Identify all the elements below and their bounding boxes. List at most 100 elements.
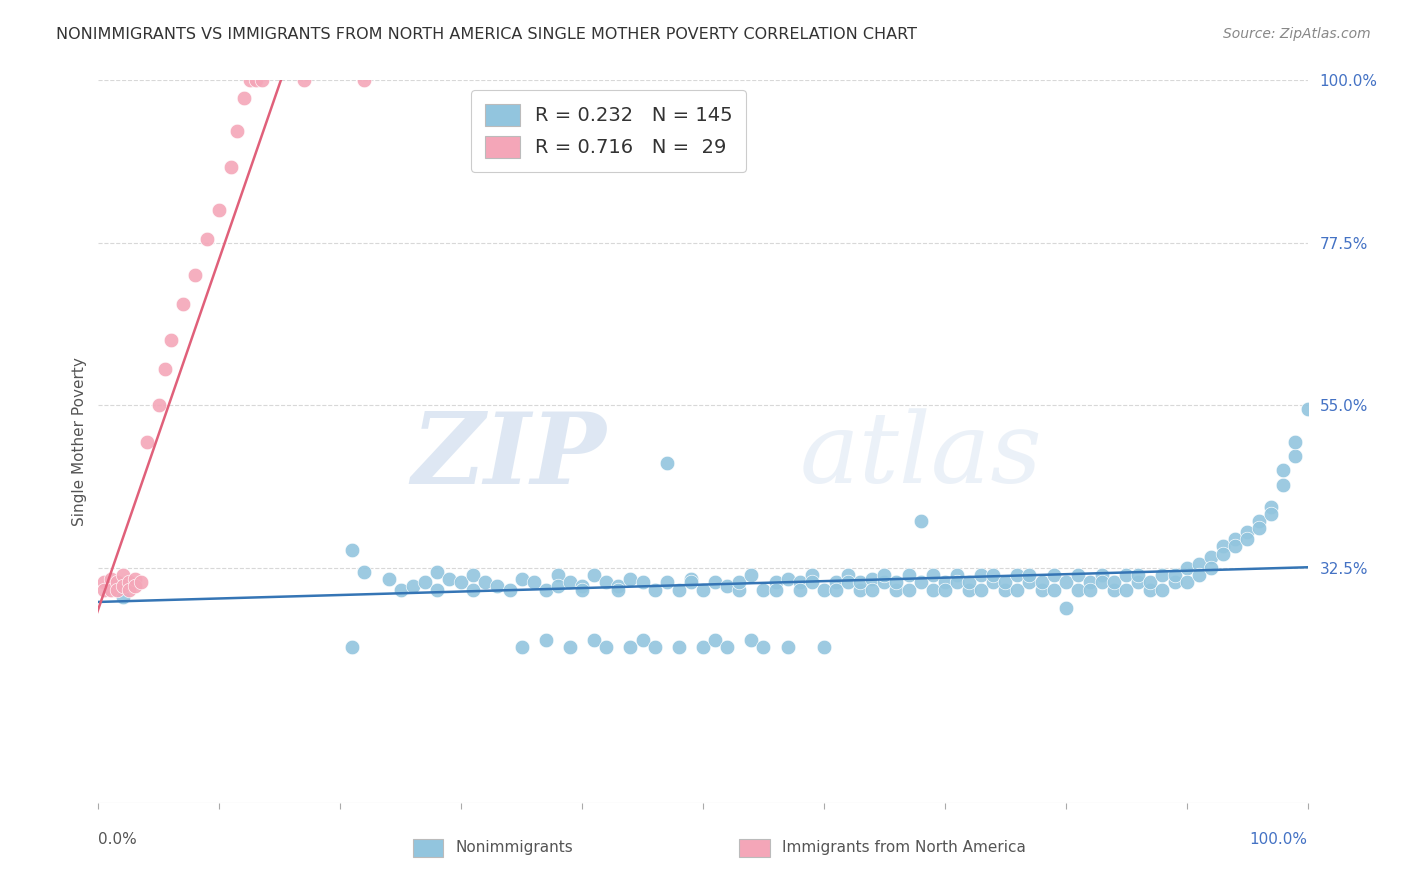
Point: [124, 572, 146, 586]
Point: [789, 575, 811, 590]
Point: [292, 73, 315, 87]
Point: [813, 640, 835, 655]
Point: [1067, 568, 1090, 582]
Point: [934, 582, 956, 597]
Point: [655, 575, 678, 590]
Point: [668, 640, 690, 655]
Point: [195, 232, 218, 246]
Point: [849, 575, 872, 590]
Point: [1031, 575, 1053, 590]
Point: [1067, 582, 1090, 597]
Point: [111, 579, 134, 593]
Point: [692, 582, 714, 597]
Point: [1018, 568, 1040, 582]
Point: [886, 575, 908, 590]
Point: [813, 582, 835, 597]
Point: [607, 579, 630, 593]
Point: [1139, 575, 1161, 590]
Point: [232, 91, 254, 105]
Point: [860, 582, 883, 597]
Point: [679, 572, 702, 586]
Point: [413, 575, 436, 590]
Text: ZIP: ZIP: [412, 408, 606, 504]
Point: [547, 568, 569, 582]
Point: [1115, 568, 1137, 582]
Point: [873, 575, 896, 590]
Point: [571, 582, 593, 597]
Point: [523, 575, 546, 590]
Text: Nonimmigrants: Nonimmigrants: [456, 840, 572, 855]
Point: [1175, 575, 1198, 590]
Point: [583, 568, 606, 582]
Point: [860, 572, 883, 586]
Text: Immigrants from North America: Immigrants from North America: [782, 840, 1025, 855]
Point: [1236, 532, 1258, 546]
Point: [118, 575, 141, 590]
Point: [226, 124, 249, 138]
Point: [353, 565, 375, 579]
Point: [994, 575, 1017, 590]
Point: [800, 568, 823, 582]
Point: [897, 568, 920, 582]
Point: [221, 160, 243, 174]
Point: [1188, 568, 1211, 582]
Point: [1091, 568, 1114, 582]
Point: [463, 568, 485, 582]
Point: [571, 579, 593, 593]
Point: [631, 575, 654, 590]
Point: [752, 582, 775, 597]
Point: [668, 582, 690, 597]
Point: [910, 575, 932, 590]
Point: [1284, 434, 1306, 449]
Point: [740, 568, 762, 582]
Point: [886, 582, 908, 597]
Point: [1199, 550, 1222, 565]
Point: [704, 575, 727, 590]
Point: [934, 575, 956, 590]
Point: [583, 633, 606, 648]
Point: [1115, 582, 1137, 597]
Point: [946, 568, 969, 582]
Point: [957, 575, 980, 590]
Point: [957, 582, 980, 597]
Point: [740, 633, 762, 648]
Point: [558, 640, 581, 655]
Point: [111, 568, 134, 582]
Point: [1078, 575, 1101, 590]
Point: [897, 582, 920, 597]
Point: [981, 575, 1004, 590]
Point: [1152, 582, 1174, 597]
Point: [1223, 539, 1246, 553]
Point: [1128, 568, 1150, 582]
Point: [1102, 582, 1125, 597]
Point: [402, 579, 425, 593]
Point: [118, 582, 141, 597]
Point: [208, 203, 231, 218]
Point: [510, 640, 533, 655]
Point: [377, 572, 399, 586]
Point: [1284, 449, 1306, 463]
Point: [547, 579, 569, 593]
Point: [921, 582, 943, 597]
Point: [239, 73, 262, 87]
Point: [245, 73, 267, 87]
Point: [1188, 558, 1211, 572]
Point: [607, 582, 630, 597]
Point: [910, 514, 932, 528]
Point: [184, 268, 207, 283]
Point: [595, 640, 617, 655]
Point: [105, 575, 128, 590]
Point: [800, 575, 823, 590]
Point: [534, 582, 557, 597]
Point: [1163, 575, 1185, 590]
Point: [1054, 575, 1077, 590]
Point: [1260, 500, 1282, 514]
Point: [124, 579, 146, 593]
Point: [765, 575, 787, 590]
Point: [765, 582, 787, 597]
Point: [1212, 539, 1234, 553]
Point: [426, 565, 449, 579]
Legend: R = 0.232   N = 145, R = 0.716   N =  29: R = 0.232 N = 145, R = 0.716 N = 29: [471, 90, 747, 172]
Point: [970, 582, 993, 597]
Point: [93, 582, 115, 597]
